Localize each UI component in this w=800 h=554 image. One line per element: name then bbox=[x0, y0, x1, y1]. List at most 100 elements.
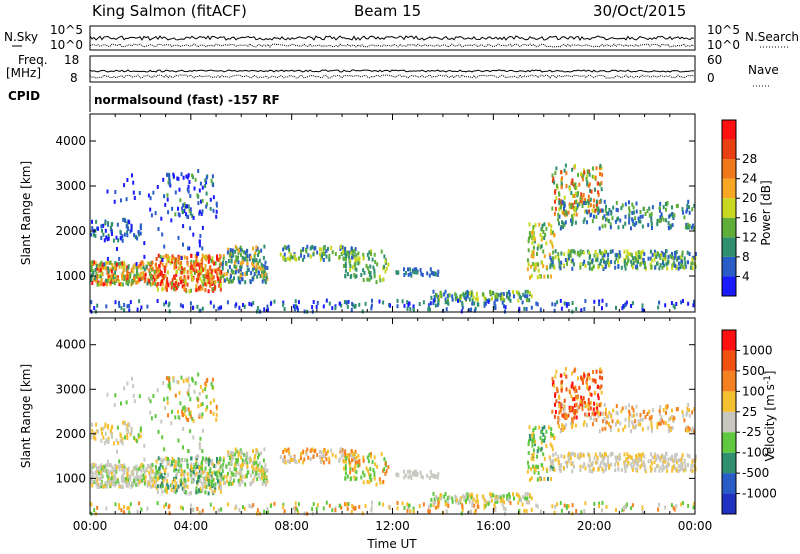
data-cell bbox=[608, 208, 611, 212]
data-cell bbox=[163, 447, 166, 452]
data-cell bbox=[581, 407, 584, 412]
data-cell bbox=[210, 475, 213, 480]
data-cell bbox=[258, 461, 261, 466]
data-cell bbox=[576, 406, 579, 411]
data-cell bbox=[203, 277, 206, 282]
data-cell bbox=[357, 251, 360, 256]
data-cell bbox=[138, 501, 141, 506]
data-cell bbox=[559, 298, 562, 303]
data-cell bbox=[601, 306, 603, 311]
data-cell bbox=[675, 468, 678, 473]
data-cell bbox=[163, 244, 166, 249]
data-cell bbox=[683, 418, 686, 423]
data-cell bbox=[380, 249, 383, 254]
data-cell bbox=[143, 476, 146, 480]
data-cell bbox=[189, 410, 192, 415]
data-cell bbox=[178, 187, 181, 192]
data-cell bbox=[582, 396, 585, 401]
data-cell bbox=[545, 444, 548, 449]
data-cell bbox=[344, 466, 347, 471]
data-cell bbox=[580, 375, 582, 380]
data-cell bbox=[121, 484, 124, 489]
data-cell bbox=[106, 481, 109, 486]
data-cell bbox=[637, 216, 640, 221]
data-cell bbox=[204, 288, 207, 292]
data-cell bbox=[409, 307, 412, 312]
colorbar-swatch bbox=[722, 120, 736, 140]
data-cell bbox=[602, 469, 605, 474]
data-cell bbox=[490, 492, 493, 497]
data-cell bbox=[182, 427, 185, 431]
data-cell bbox=[177, 468, 180, 473]
data-cell bbox=[212, 195, 215, 200]
data-cell bbox=[187, 184, 190, 189]
data-cell bbox=[97, 429, 99, 434]
data-cell bbox=[196, 396, 199, 401]
data-cell bbox=[105, 438, 108, 443]
data-cell bbox=[255, 471, 258, 476]
data-cell bbox=[152, 281, 155, 286]
data-cell bbox=[209, 206, 212, 211]
data-cell bbox=[294, 304, 297, 309]
data-cell bbox=[536, 302, 539, 307]
data-cell bbox=[603, 199, 606, 204]
data-cell bbox=[521, 502, 524, 507]
data-cell bbox=[355, 253, 358, 258]
data-cell bbox=[105, 266, 108, 271]
data-cell bbox=[243, 304, 246, 309]
data-cell bbox=[403, 273, 406, 277]
data-cell bbox=[461, 504, 464, 509]
data-cell bbox=[201, 198, 204, 203]
data-cell bbox=[684, 463, 687, 468]
data-cell bbox=[489, 289, 492, 294]
data-cell bbox=[184, 490, 187, 495]
data-cell bbox=[420, 474, 423, 479]
data-cell bbox=[209, 272, 212, 277]
data-cell bbox=[471, 301, 474, 306]
data-cell bbox=[170, 218, 173, 223]
data-cell bbox=[188, 246, 191, 251]
data-cell bbox=[592, 370, 594, 374]
data-cell bbox=[120, 401, 122, 406]
data-cell bbox=[573, 200, 576, 205]
data-cell bbox=[532, 245, 535, 250]
data-cell bbox=[105, 469, 108, 474]
data-cell bbox=[554, 451, 557, 456]
data-cell bbox=[136, 471, 138, 476]
data-cell bbox=[114, 190, 117, 194]
data-cell bbox=[662, 263, 665, 268]
data-cell bbox=[582, 377, 585, 381]
data-cell bbox=[155, 266, 158, 271]
data-cell bbox=[159, 254, 162, 259]
data-cell bbox=[560, 170, 563, 175]
data-cell bbox=[235, 256, 238, 261]
data-cell bbox=[593, 198, 596, 203]
data-cell bbox=[149, 399, 152, 404]
data-cell bbox=[588, 376, 591, 381]
data-cell bbox=[574, 191, 577, 196]
data-cell bbox=[571, 397, 574, 402]
data-cell bbox=[124, 476, 127, 481]
data-cell bbox=[607, 218, 610, 223]
x-tick-label: 04:00 bbox=[174, 519, 209, 533]
data-cell bbox=[184, 478, 187, 483]
data-cell bbox=[327, 449, 329, 454]
data-cell bbox=[206, 202, 209, 207]
data-cell bbox=[243, 506, 246, 511]
data-cell bbox=[104, 424, 107, 429]
colorbar-swatch bbox=[722, 178, 736, 199]
data-cell bbox=[168, 377, 171, 382]
data-cell bbox=[142, 262, 145, 267]
data-cell bbox=[690, 265, 692, 270]
data-cell bbox=[175, 467, 177, 472]
data-cell bbox=[687, 222, 690, 227]
data-cell bbox=[658, 300, 661, 305]
data-cell bbox=[439, 496, 442, 501]
data-cell bbox=[96, 266, 99, 271]
data-cell bbox=[561, 176, 563, 181]
data-cell bbox=[95, 466, 98, 471]
data-cell bbox=[669, 225, 672, 230]
data-cell bbox=[523, 306, 526, 311]
data-cell bbox=[416, 270, 419, 275]
data-cell bbox=[661, 468, 664, 473]
